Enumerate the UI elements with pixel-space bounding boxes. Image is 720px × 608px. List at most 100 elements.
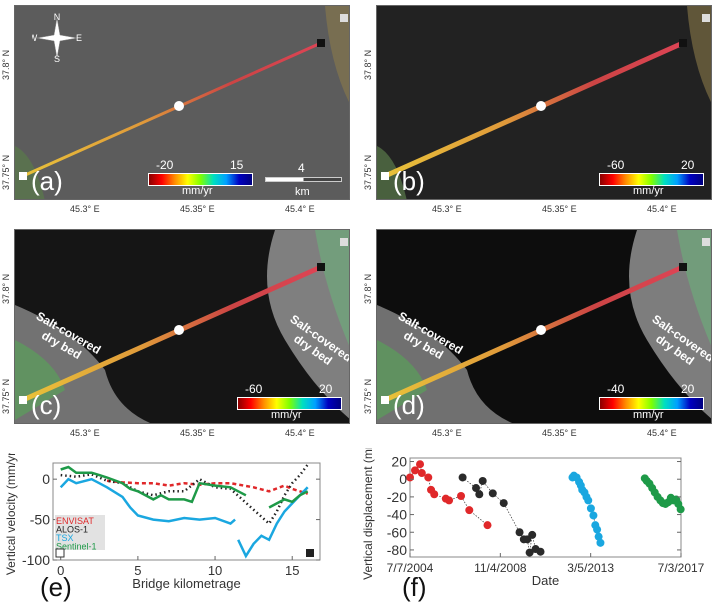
series-alos-1-line: [60, 463, 309, 526]
data-point: [525, 548, 534, 557]
reference-marker: [340, 238, 348, 246]
compass-e: E: [76, 33, 82, 43]
colorbar-unit: mm/yr: [633, 409, 664, 421]
data-point: [416, 460, 425, 469]
lat-label: 37.8° N: [1, 49, 11, 80]
data-point: [406, 473, 414, 482]
x-tick-label: 11/4/2008: [474, 561, 527, 575]
midpoint-marker: [174, 325, 184, 335]
legend-box: [55, 515, 105, 550]
panel-label: (d): [393, 390, 425, 420]
map-image: [15, 230, 349, 423]
data-point: [593, 525, 602, 534]
colorbar-unit: mm/yr: [633, 185, 664, 197]
x-tick-label: 7/3/2017: [658, 561, 705, 575]
data-point: [586, 504, 595, 513]
east-end-marker: [679, 39, 687, 47]
east-end-marker: [306, 549, 314, 557]
colorbar-unit: mm/yr: [271, 409, 302, 421]
x-axis-label: Date: [532, 573, 559, 588]
west-end-marker: [55, 548, 65, 558]
data-point: [465, 506, 474, 515]
legend-entry: ENVISAT: [56, 516, 94, 526]
lon-label: 45.3° E: [70, 428, 100, 438]
data-point: [472, 484, 481, 493]
lon-label: 45.4° E: [647, 204, 677, 214]
scale-bar: [265, 177, 342, 182]
lat-label: 37.75° N: [1, 378, 11, 414]
colorbar: [237, 397, 342, 410]
east-end-marker: [679, 263, 687, 271]
panel-label-f: (f): [402, 572, 427, 602]
data-point: [458, 473, 467, 482]
data-point: [483, 521, 492, 530]
scale-unit: km: [295, 186, 310, 198]
lon-label: 45.4° E: [285, 428, 315, 438]
y-tick-label: -20: [387, 489, 407, 505]
lat-label: 37.8° N: [1, 273, 11, 304]
x-tick-label: 7/7/2004: [387, 561, 434, 575]
data-point: [475, 490, 484, 499]
compass-rose-icon: N S E W: [32, 13, 82, 63]
west-end-marker: [381, 396, 389, 404]
chart-0: 0 -50 -100 0 5 10 15 Bridge kilometrage Vertical…: [4, 453, 321, 591]
west-end-marker: [19, 396, 27, 404]
reference-marker: [702, 14, 710, 22]
data-point: [594, 532, 603, 541]
panel-label-e: (e): [40, 572, 72, 602]
east-end-marker: [317, 263, 325, 271]
colorbar-min: -60: [607, 158, 625, 172]
map-panel-c: (c) -60 20 mm/yr Salt-covered dry bed Salt-co…: [14, 229, 350, 424]
lon-label: 45.35° E: [542, 204, 577, 214]
lon-label: 45.35° E: [180, 428, 215, 438]
lon-label: 45.3° E: [70, 204, 100, 214]
colorbar-max: 20: [681, 382, 695, 396]
data-point: [676, 505, 685, 514]
x-tick-label: 5: [134, 563, 141, 578]
map-panel-d: (d) -40 20 mm/yr Salt-covered dry bed Salt-co…: [376, 229, 712, 424]
data-point: [457, 492, 466, 501]
colorbar-min: -60: [245, 382, 263, 396]
panel-label: (c): [31, 390, 62, 420]
y-tick-label: -80: [387, 542, 407, 558]
chart-1: 200 -20 -40-60 -80 7/7/2004 11/4/2008 3/5/2013…: [361, 448, 705, 588]
colorbar-max: 20: [319, 382, 333, 396]
series-tsx-line: [59, 477, 309, 559]
colorbar-unit: mm/yr: [182, 185, 213, 197]
data-point: [536, 547, 545, 556]
reference-marker: [340, 14, 348, 22]
compass-w: W: [32, 33, 38, 43]
plot-frame: [52, 462, 321, 561]
lat-label: 37.75° N: [363, 378, 373, 414]
series-sentinel-1-line: [60, 465, 309, 509]
lat-label: 37.8° N: [363, 49, 373, 80]
panel-label: (a): [31, 166, 63, 196]
colorbar-max: 15: [230, 158, 244, 172]
midpoint-marker: [174, 101, 184, 111]
y-axis-label: Vertical displacement (mm): [361, 448, 375, 580]
colorbar-min: -40: [607, 382, 625, 396]
map-image: [377, 230, 711, 423]
map-image: [15, 6, 349, 199]
lon-label: 45.4° E: [647, 428, 677, 438]
midpoint-marker: [536, 325, 546, 335]
lat-label: 37.75° N: [1, 154, 11, 190]
lat-label: 37.75° N: [363, 154, 373, 190]
data-point: [515, 528, 524, 537]
data-point: [411, 466, 420, 475]
data-point: [584, 496, 593, 505]
y-tick-label: 0: [399, 471, 407, 487]
lon-label: 45.4° E: [285, 204, 315, 214]
east-end-marker: [317, 39, 325, 47]
plot-frame: [409, 457, 682, 558]
colorbar: [148, 173, 253, 186]
y-tick-label: -60: [387, 524, 407, 540]
data-point: [596, 538, 605, 547]
y-tick-label: 20: [391, 454, 407, 470]
west-end-marker: [381, 172, 389, 180]
legend-entry: ALOS-1: [56, 525, 88, 535]
y-tick-label: 0: [42, 471, 50, 487]
lon-label: 45.3° E: [432, 428, 462, 438]
legend-entry: TSX: [56, 533, 74, 543]
